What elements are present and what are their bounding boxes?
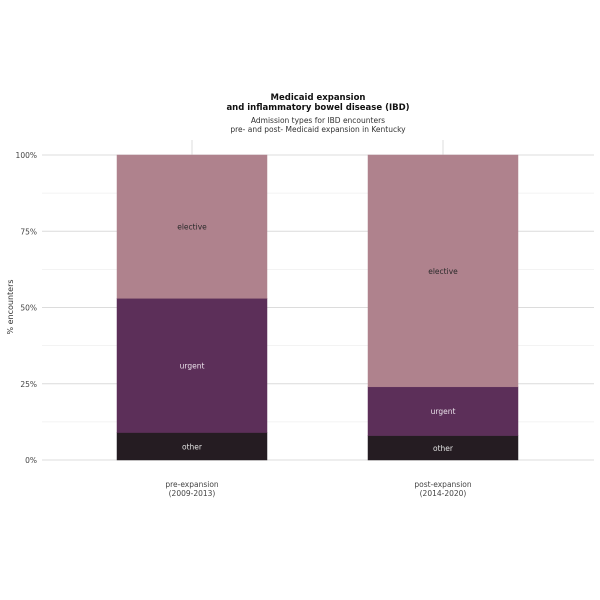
bar-segment-urgent <box>367 386 519 436</box>
y-tick-label: 75% <box>20 227 37 236</box>
y-tick-label: 50% <box>20 304 37 313</box>
bar-segment-label: urgent <box>431 407 456 416</box>
y-tick-label: 0% <box>25 456 37 465</box>
y-axis-label: % encounters <box>6 279 15 334</box>
bars: other urgent elective other urgent elective <box>116 154 519 461</box>
y-axis: 0% 25% 50% 75% 100% <box>16 151 37 465</box>
x-tick-label: pre-expansion <box>165 480 219 489</box>
bar-segment-other <box>116 432 268 461</box>
chart-titles: Medicaid expansion and inflammatory bowe… <box>226 93 409 134</box>
bar-segment-label: elective <box>177 223 207 232</box>
x-tick-label: (2009-2013) <box>169 489 216 498</box>
x-tick-label: post-expansion <box>414 480 472 489</box>
x-tick-label: (2014-2020) <box>420 489 467 498</box>
chart-title-line-2: and inflammatory bowel disease (IBD) <box>226 103 409 113</box>
y-tick-label: 100% <box>16 151 37 160</box>
bar-stack: other urgent elective <box>367 154 519 461</box>
bar-stack: other urgent elective <box>116 154 268 461</box>
bar-segment-label: urgent <box>180 361 205 370</box>
y-tick-label: 25% <box>20 380 37 389</box>
bar-segment-label: elective <box>428 267 458 276</box>
bar-segment-elective <box>116 154 268 299</box>
chart-subtitle-line-1: Admission types for IBD encounters <box>251 116 385 125</box>
bar-segment-label: other <box>433 444 454 453</box>
bar-segment-elective <box>367 154 519 388</box>
bar-segment-urgent <box>116 298 268 433</box>
bar-segment-label: other <box>182 442 203 451</box>
chart-subtitle-line-2: pre- and post- Medicaid expansion in Ken… <box>230 125 406 134</box>
chart-title-line-1: Medicaid expansion <box>271 93 366 103</box>
x-axis: pre-expansion(2009-2013) post-expansion(2… <box>165 480 472 498</box>
